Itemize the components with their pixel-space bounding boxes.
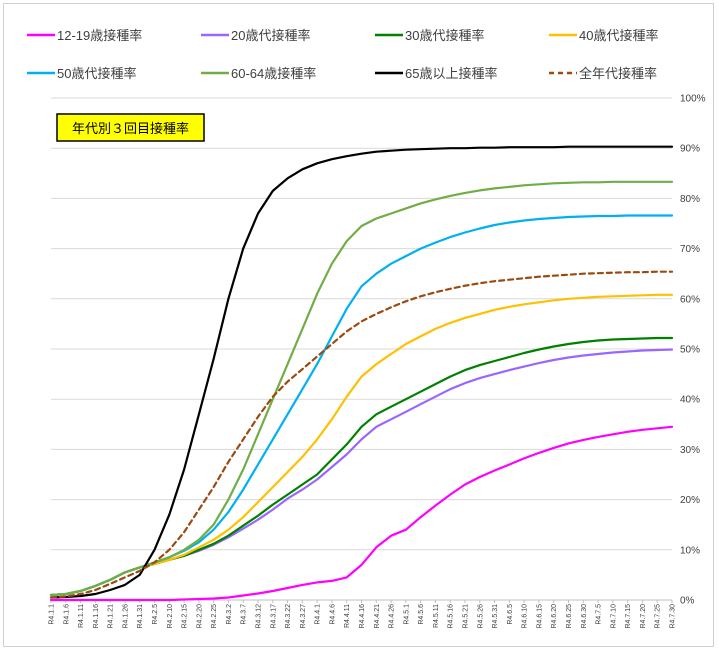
x-tick-label: R4.3.7 (241, 604, 248, 625)
x-tick-label: R4.7.5 (596, 604, 603, 625)
x-tick-label: R4.3.27 (300, 604, 307, 629)
x-tick-label: R4.7.15 (625, 604, 632, 629)
x-tick-label: R4.5.26 (477, 604, 484, 629)
legend: 12-19歳接種率 20歳代接種率 30歳代接種率 40歳代接種率 50歳代接種率 60-… (27, 28, 658, 81)
series-line (49, 180, 674, 597)
x-tick-label: R4.5.11 (433, 604, 440, 628)
x-tick-label: R4.1.6 (63, 604, 70, 625)
x-tick-label: R4.4.6 (329, 604, 336, 625)
series-line (49, 293, 674, 597)
legend-label: 全年代接種率 (579, 66, 657, 81)
x-tick-label: R4.2.15 (182, 604, 189, 629)
legend-label: 20歳代接種率 (231, 28, 310, 43)
x-tick-label: R4.4.11 (344, 604, 351, 628)
y-tick-label: 40% (680, 395, 700, 406)
chart-title-background (56, 113, 205, 142)
x-tick-label: R4.5.1 (403, 604, 410, 625)
legend-label: 12-19歳接種率 (57, 28, 142, 43)
series-line (49, 145, 674, 599)
chart-frame: R4.1.1 R4.1.6 R4.1.11 R4.1.16 R4.1.21 R4.1.26… (3, 3, 714, 647)
x-tick-label: R4.1.11 (78, 604, 85, 628)
x-tick-label: R4.3.12 (256, 604, 263, 629)
legend-label: 50歳代接種率 (57, 66, 136, 81)
legend-item: 全年代接種率 (549, 66, 657, 81)
y-tick-label: 20% (680, 495, 700, 506)
x-tick-label: R4.4.16 (359, 604, 366, 629)
y-tick-label: 70% (680, 244, 700, 255)
x-tick-label: R4.2.25 (211, 604, 218, 629)
x-tick-label: R4.3.22 (285, 604, 292, 629)
x-tick-label: R4.2.10 (167, 604, 174, 629)
x-tick-label: R4.4.21 (374, 604, 381, 629)
legend-item: 40歳代接種率 (549, 28, 658, 43)
line-chart: R4.1.1 R4.1.6 R4.1.11 R4.1.16 R4.1.21 R4.1.26… (27, 28, 706, 629)
x-tick-label: R4.4.1 (315, 604, 322, 625)
x-tick-label: R4.5.31 (492, 604, 499, 629)
series-line (49, 270, 674, 599)
y-tick-label: 50% (680, 345, 700, 356)
series-line (49, 214, 674, 597)
legend-item: 20歳代接種率 (201, 28, 310, 43)
y-tick-label: 90% (680, 144, 700, 155)
x-tick-label: R4.6.25 (566, 604, 573, 629)
y-tick-label: 30% (680, 445, 700, 456)
x-tick-label: R4.7.10 (610, 604, 617, 629)
legend-item: 30歳代接種率 (375, 28, 484, 43)
chart-title: 年代別３回目接種率 (72, 121, 189, 136)
x-tick-label: R4.3.17 (270, 604, 277, 629)
legend-item: 50歳代接種率 (27, 66, 136, 81)
x-tick-label: R4.1.1 (49, 604, 56, 625)
x-tick-label: R4.3.2 (226, 604, 233, 625)
x-tick-label: R4.7.25 (655, 604, 662, 629)
chart-title-box: 年代別３回目接種率 (56, 113, 205, 142)
x-tick-label: R4.2.5 (152, 604, 159, 625)
x-tick-label: R4.6.30 (581, 604, 588, 629)
x-tick-label: R4.6.15 (536, 604, 543, 629)
legend-label: 60-64歳接種率 (231, 66, 316, 81)
legend-item: 65歳以上接種率 (375, 66, 497, 81)
y-tick-label: 80% (680, 194, 700, 205)
x-tick-label: R4.6.5 (507, 604, 514, 625)
x-tick-label: R4.5.6 (418, 604, 425, 625)
legend-label: 40歳代接種率 (579, 28, 658, 43)
x-axis: R4.1.1 R4.1.6 R4.1.11 R4.1.16 R4.1.21 R4.1.26… (49, 599, 677, 629)
x-tick-label: R4.6.20 (551, 604, 558, 629)
x-tick-label: R4.6.10 (522, 604, 529, 629)
y-tick-label: 100% (680, 94, 706, 105)
x-tick-label: R4.5.16 (448, 604, 455, 629)
grid (51, 97, 672, 601)
x-tick-label: R4.2.20 (196, 604, 203, 629)
x-tick-label: R4.4.26 (389, 604, 396, 629)
x-tick-label: R4.1.31 (137, 604, 144, 629)
y-tick-label: 60% (680, 294, 700, 305)
x-tick-label: R4.7.30 (670, 604, 677, 629)
legend-label: 65歳以上接種率 (405, 66, 497, 81)
series-line (49, 425, 674, 602)
x-tick-label: R4.1.26 (122, 604, 129, 629)
series-line (49, 348, 674, 597)
legend-item: 60-64歳接種率 (201, 66, 316, 81)
x-tick-label: R4.1.21 (108, 604, 115, 629)
y-tick-label: 10% (680, 545, 700, 556)
y-axis: 0% 10% 20% 30% 40% 50% 60% 70% 80% 90% 100% (680, 94, 706, 607)
series-lines (49, 145, 674, 602)
x-tick-label: R4.7.20 (640, 604, 647, 629)
x-tick-label: R4.5.21 (463, 604, 470, 629)
legend-label: 30歳代接種率 (405, 28, 484, 43)
y-tick-label: 0% (680, 596, 695, 607)
x-tick-label: R4.1.16 (93, 604, 100, 629)
legend-item: 12-19歳接種率 (27, 28, 142, 43)
